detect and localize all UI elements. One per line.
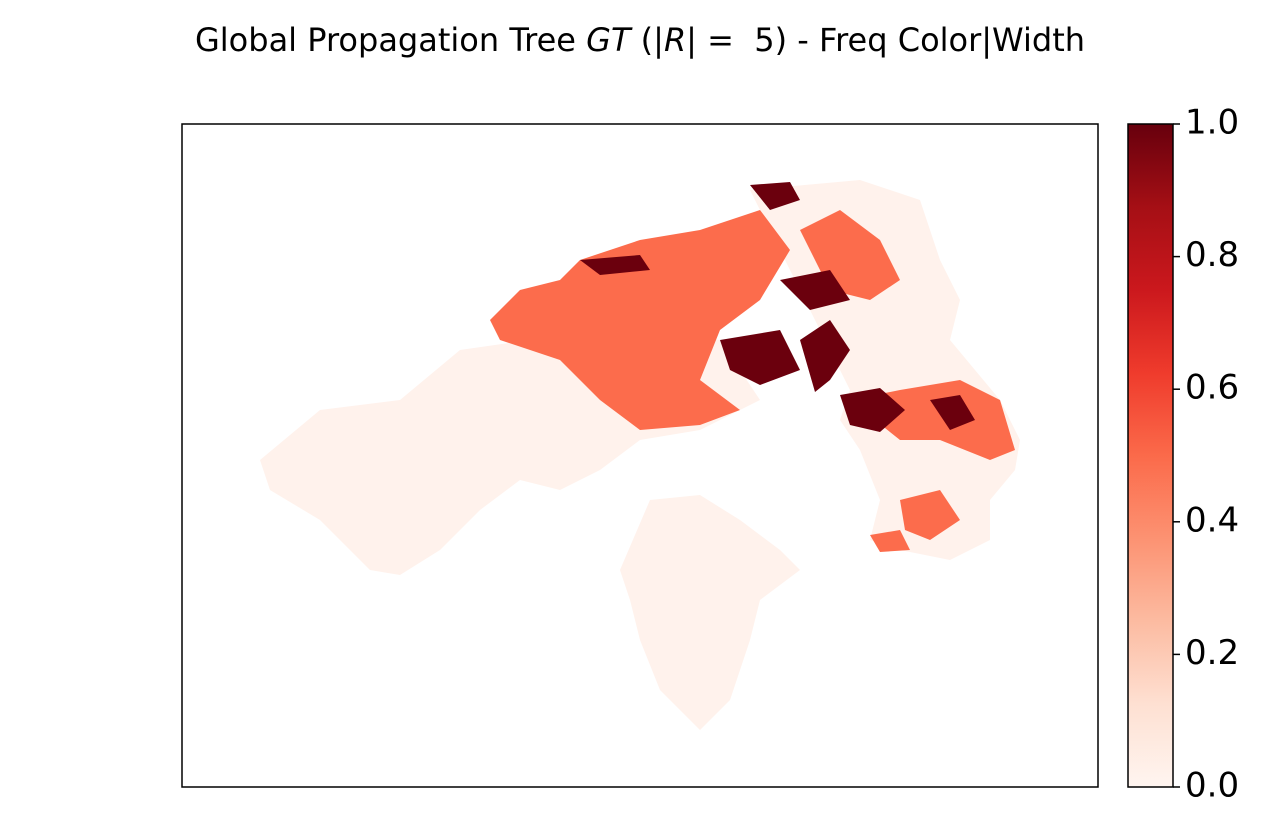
region	[870, 530, 910, 552]
title-part: Global Propagation Tree	[195, 21, 586, 59]
region	[780, 270, 850, 310]
title-part: GT	[586, 21, 633, 59]
title-part: R	[664, 21, 686, 59]
region	[490, 210, 790, 430]
title-part: | = 5) - Freq Color|Width	[686, 21, 1085, 59]
title: Global Propagation Tree GT (|R| = 5) - F…	[195, 21, 1085, 59]
colorbar-tick-label: 0.4	[1185, 500, 1239, 540]
colorbar-tick-label: 0.2	[1185, 633, 1239, 673]
region	[580, 255, 650, 275]
title-part: (|	[631, 21, 664, 59]
colorbar	[1127, 123, 1174, 788]
colorbar-tick-label: 0.8	[1185, 235, 1239, 275]
colorbar-tick-label: 1.0	[1185, 103, 1239, 143]
region	[800, 320, 850, 392]
region	[930, 395, 975, 430]
region	[840, 388, 905, 432]
region	[720, 330, 800, 385]
region	[620, 495, 800, 730]
axes-frame	[181, 123, 1099, 788]
region	[900, 490, 960, 540]
region	[750, 182, 800, 210]
map	[260, 180, 1020, 730]
colorbar-tick-label: 0.0	[1185, 766, 1239, 806]
colorbar-tick-label: 0.6	[1185, 368, 1239, 408]
